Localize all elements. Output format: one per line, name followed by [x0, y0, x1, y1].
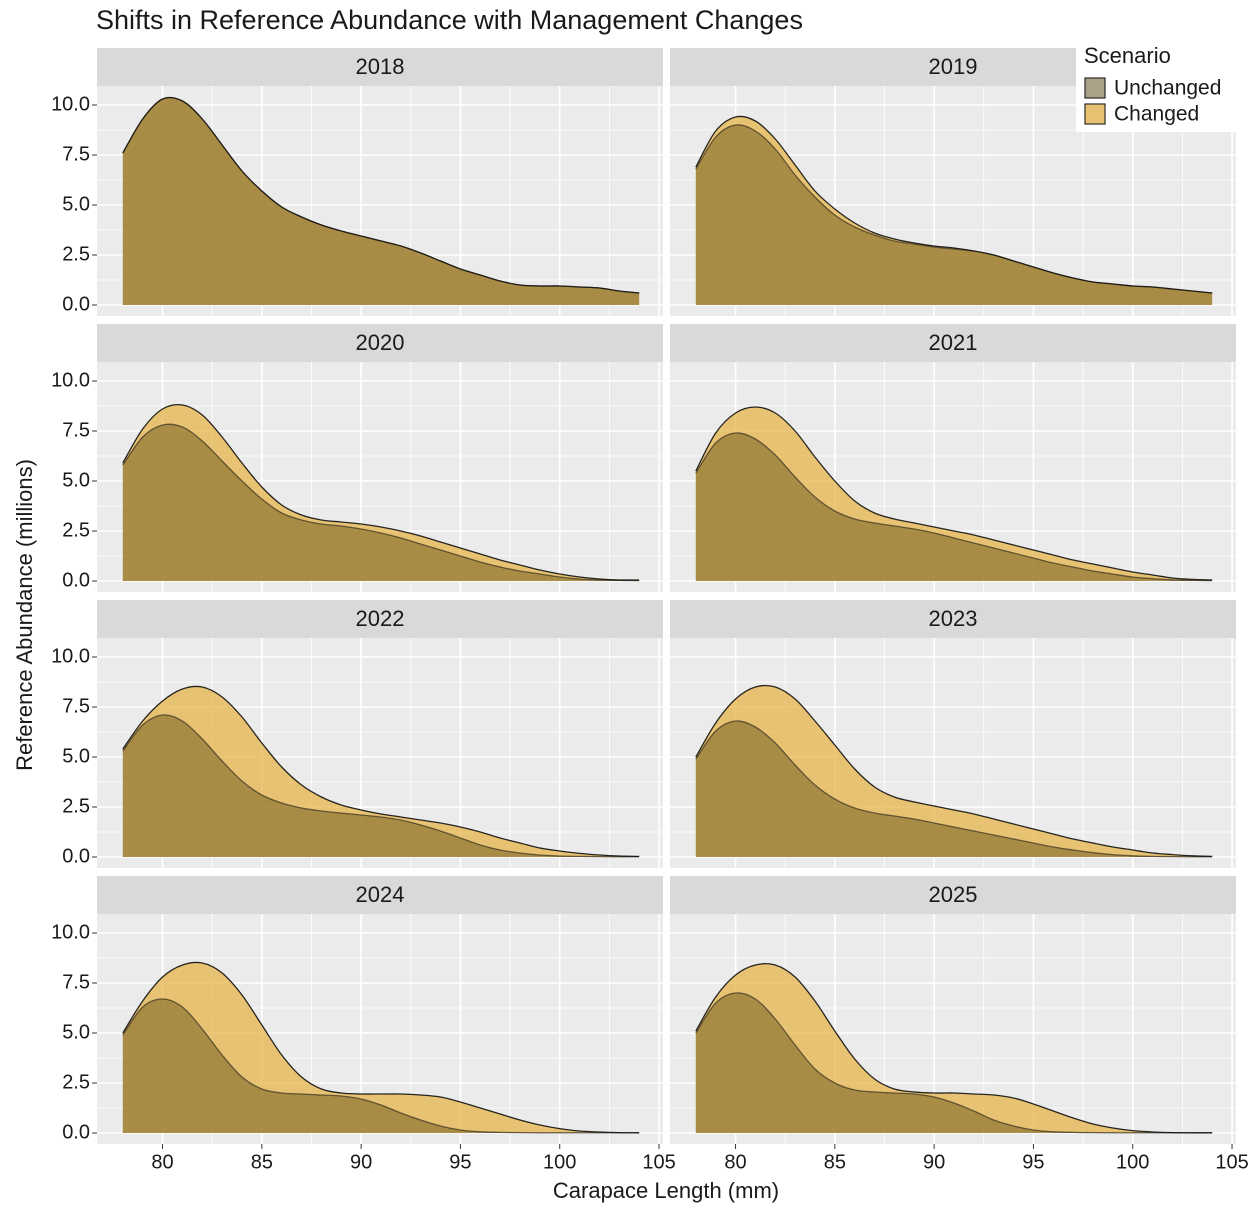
area	[695, 124, 1213, 305]
strip-label: 2019	[929, 54, 978, 79]
legend-swatch	[1084, 77, 1106, 99]
x-axis-label: Carapace Length (mm)	[553, 1178, 779, 1203]
y-tick-label: 10.0	[51, 645, 90, 667]
area	[122, 97, 640, 305]
area	[122, 686, 640, 857]
y-tick-label: 5.0	[62, 193, 90, 215]
area-outline	[122, 961, 640, 1134]
strip-label: 2022	[356, 606, 405, 631]
strip	[670, 324, 1236, 362]
area-outline	[122, 998, 640, 1134]
area	[122, 962, 640, 1133]
area	[695, 992, 1213, 1133]
y-tick-label: 7.5	[62, 695, 90, 717]
x-tick-label: 80	[724, 1151, 746, 1173]
y-axis-label: Reference Abundance (millions)	[12, 459, 37, 771]
chart-title: Shifts in Reference Abundance with Manag…	[96, 5, 803, 35]
y-tick-label: 7.5	[62, 143, 90, 165]
y-tick-label: 5.0	[62, 1021, 90, 1043]
x-tick-label: 95	[449, 1151, 471, 1173]
y-tick-label: 10.0	[51, 93, 90, 115]
x-tick-label: 95	[1022, 1151, 1044, 1173]
area-outline	[695, 720, 1213, 858]
area	[695, 116, 1213, 305]
area-outline	[122, 685, 640, 858]
y-tick-label: 5.0	[62, 469, 90, 491]
area-outline	[122, 96, 640, 294]
area	[122, 404, 640, 581]
area-outline	[695, 962, 1213, 1134]
legend-title: Scenario	[1084, 43, 1171, 68]
area-outline	[122, 423, 640, 582]
legend-label: Changed	[1114, 103, 1199, 126]
y-tick-label: 2.5	[62, 243, 90, 265]
strip	[97, 600, 663, 638]
x-tick-label: 85	[251, 1151, 273, 1173]
strip	[670, 600, 1236, 638]
area-outline	[695, 684, 1213, 858]
legend-label: Unchanged	[1114, 77, 1221, 100]
area	[122, 424, 640, 581]
strip-label: 2018	[356, 54, 405, 79]
x-tick-label: 90	[350, 1151, 372, 1173]
y-tick-label: 0.0	[62, 845, 90, 867]
area-outline	[695, 124, 1213, 294]
strip-label: 2025	[929, 882, 978, 907]
area	[695, 407, 1213, 581]
y-tick-label: 0.0	[62, 1121, 90, 1143]
x-tick-label: 85	[824, 1151, 846, 1173]
area	[695, 720, 1213, 857]
area	[122, 999, 640, 1133]
area-outline	[695, 992, 1213, 1134]
strip	[97, 876, 663, 914]
x-tick-label: 105	[642, 1151, 675, 1173]
x-tick-label: 105	[1215, 1151, 1248, 1173]
strip-label: 2023	[929, 606, 978, 631]
y-tick-label: 2.5	[62, 1071, 90, 1093]
legend-swatch	[1084, 103, 1106, 125]
y-tick-label: 7.5	[62, 419, 90, 441]
area-outline	[122, 714, 640, 858]
y-tick-label: 0.0	[62, 293, 90, 315]
strip	[97, 48, 663, 86]
area	[122, 714, 640, 857]
y-tick-label: 2.5	[62, 795, 90, 817]
strip-label: 2020	[356, 330, 405, 355]
legend-key	[1084, 77, 1106, 99]
y-tick-label: 0.0	[62, 569, 90, 591]
strip-label: 2021	[929, 330, 978, 355]
area-outline	[122, 403, 640, 581]
legend: Scenario Unchanged Changed	[1076, 40, 1236, 132]
y-tick-label: 5.0	[62, 745, 90, 767]
area	[122, 97, 640, 305]
x-tick-label: 100	[543, 1151, 576, 1173]
x-tick-label: 100	[1116, 1151, 1149, 1173]
y-tick-label: 2.5	[62, 519, 90, 541]
y-tick-label: 10.0	[51, 921, 90, 943]
area	[695, 432, 1213, 581]
x-tick-label: 90	[923, 1151, 945, 1173]
area	[695, 685, 1213, 857]
y-tick-label: 10.0	[51, 369, 90, 391]
strip	[670, 876, 1236, 914]
area-outline	[695, 406, 1213, 581]
x-tick-label: 80	[151, 1151, 173, 1173]
strip	[97, 324, 663, 362]
area-outline	[695, 432, 1213, 582]
y-tick-label: 7.5	[62, 971, 90, 993]
area	[695, 963, 1213, 1133]
strip-label: 2024	[356, 882, 405, 907]
